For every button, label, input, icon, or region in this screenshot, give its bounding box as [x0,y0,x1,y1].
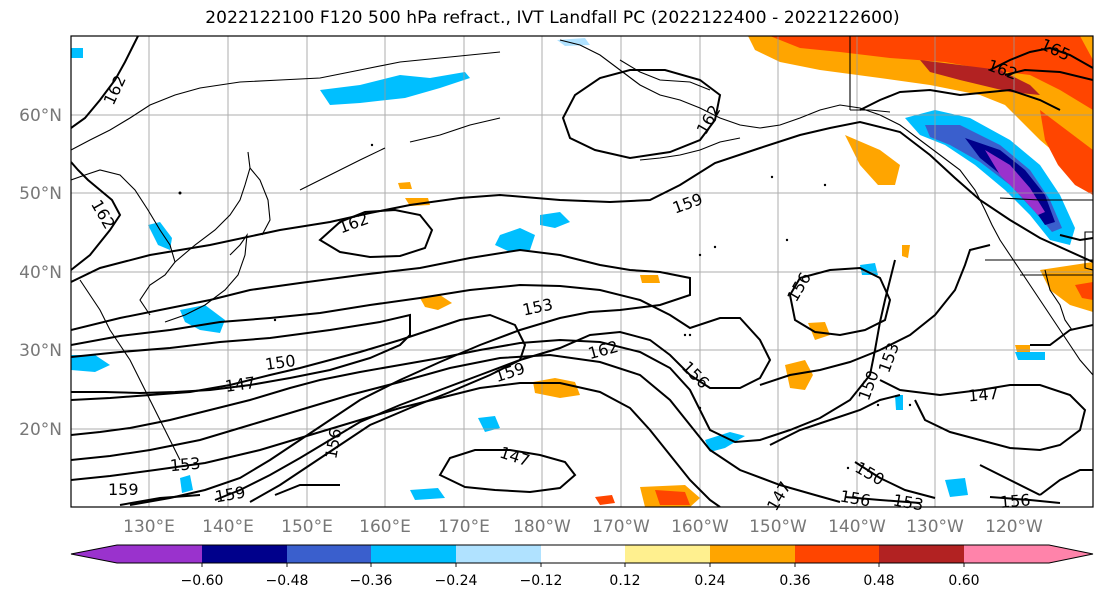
lat-label: 20°N [19,420,62,440]
longitude-labels: 130°E 140°E 150°E 160°E 170°E 180°W 170°… [123,517,1043,537]
contour-label: 156 [999,490,1031,512]
colorbar-tick-label: −0.36 [350,573,393,589]
colorbar-segment [879,545,964,563]
lon-label: 140°W [828,517,886,537]
lon-label: 150°E [281,517,333,537]
lon-label: 130°W [906,517,964,537]
colorbar-tick-label: 0.12 [609,573,640,589]
contour-label: 147 [967,384,999,406]
contour-label: 153 [169,454,201,476]
colorbar-tick-label: −0.48 [266,573,309,589]
lon-label: 170°W [592,517,650,537]
colorbar-tick-label: −0.60 [181,573,224,589]
contour-label: 147 [224,373,257,396]
contour-label: 153 [892,490,925,514]
lon-label: 120°W [985,517,1043,537]
colorbar-segment [625,545,710,563]
lon-label: 180°W [513,517,571,537]
graticule [71,36,1093,507]
lon-label: 160°E [359,517,411,537]
lon-label: 170°E [438,517,490,537]
colorbar-under-arrow [71,545,117,563]
lat-label: 30°N [19,341,62,361]
colorbar-tick-label: −0.12 [520,573,563,589]
colorbar-tick-label: 0.24 [694,573,725,589]
colorbar-segment [456,545,541,563]
islands [178,143,912,470]
map-title: 2022122100 F120 500 hPa refract., IVT La… [205,8,900,28]
colorbar-segment [964,545,1049,563]
colorbar-tick-label: −0.24 [435,573,478,589]
lat-label: 50°N [19,184,62,204]
colorbar: −0.60 −0.48 −0.36 −0.24 −0.12 0.12 0.24 … [70,544,1094,589]
colorbar-tick-label: 0.60 [948,573,979,589]
lat-label: 60°N [19,106,62,126]
contour-label: 150 [264,351,297,374]
colorbar-segment [117,545,202,563]
colorbar-segment [710,545,795,563]
lon-label: 150°W [749,517,807,537]
lon-label: 140°E [202,517,254,537]
colorbar-tick-label: 0.48 [863,573,894,589]
contour-label: 159 [108,480,139,499]
colorbar-over-arrow [1049,545,1093,563]
colorbar-segment [371,545,456,563]
colorbar-segment [202,545,287,563]
lat-label: 40°N [19,263,62,283]
latitude-labels: 60°N 50°N 40°N 30°N 20°N [19,106,62,440]
coastlines [71,36,1093,461]
colorbar-segment [287,545,371,563]
lon-label: 160°W [671,517,729,537]
negative-anomaly-shading [71,38,1075,500]
colorbar-segment [541,545,625,563]
colorbar-segment [795,545,879,563]
height-contours [71,36,1093,507]
lon-label: 130°E [123,517,175,537]
colorbar-tick-label: 0.36 [779,573,810,589]
map-frame [70,35,1094,508]
